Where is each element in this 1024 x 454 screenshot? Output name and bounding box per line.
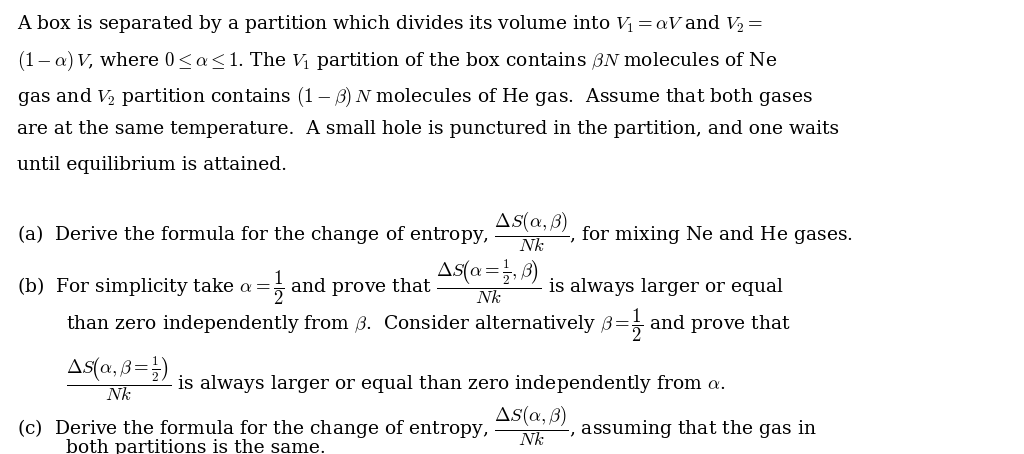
Text: (c)  Derive the formula for the change of entropy, $\dfrac{\Delta S(\alpha,\beta: (c) Derive the formula for the change of… <box>17 403 817 448</box>
Text: than zero independently from $\beta$.  Consider alternatively $\beta = \dfrac{1}: than zero independently from $\beta$. Co… <box>66 306 791 344</box>
Text: until equilibrium is attained.: until equilibrium is attained. <box>17 156 288 174</box>
Text: $(1-\alpha)\,V$, where $0 \leq \alpha \leq 1$. The $V_1$ partition of the box co: $(1-\alpha)\,V$, where $0 \leq \alpha \l… <box>17 49 777 73</box>
Text: (b)  For simplicity take $\alpha = \dfrac{1}{2}$ and prove that $\dfrac{\Delta S: (b) For simplicity take $\alpha = \dfrac… <box>17 257 784 307</box>
Text: both partitions is the same.: both partitions is the same. <box>66 439 326 454</box>
Text: $\dfrac{\Delta S\!\left(\alpha,\beta{=}\frac{1}{2}\right)}{Nk}$ is always larger: $\dfrac{\Delta S\!\left(\alpha,\beta{=}\… <box>66 355 725 403</box>
Text: (a)  Derive the formula for the change of entropy, $\dfrac{\Delta S(\alpha,\beta: (a) Derive the formula for the change of… <box>17 209 853 254</box>
Text: gas and $V_2$ partition contains $(1-\beta)\,N$ molecules of He gas.  Assume tha: gas and $V_2$ partition contains $(1-\be… <box>17 84 813 109</box>
Text: A box is separated by a partition which divides its volume into $V_1 = \alpha V$: A box is separated by a partition which … <box>17 13 764 35</box>
Text: are at the same temperature.  A small hole is punctured in the partition, and on: are at the same temperature. A small hol… <box>17 120 840 138</box>
